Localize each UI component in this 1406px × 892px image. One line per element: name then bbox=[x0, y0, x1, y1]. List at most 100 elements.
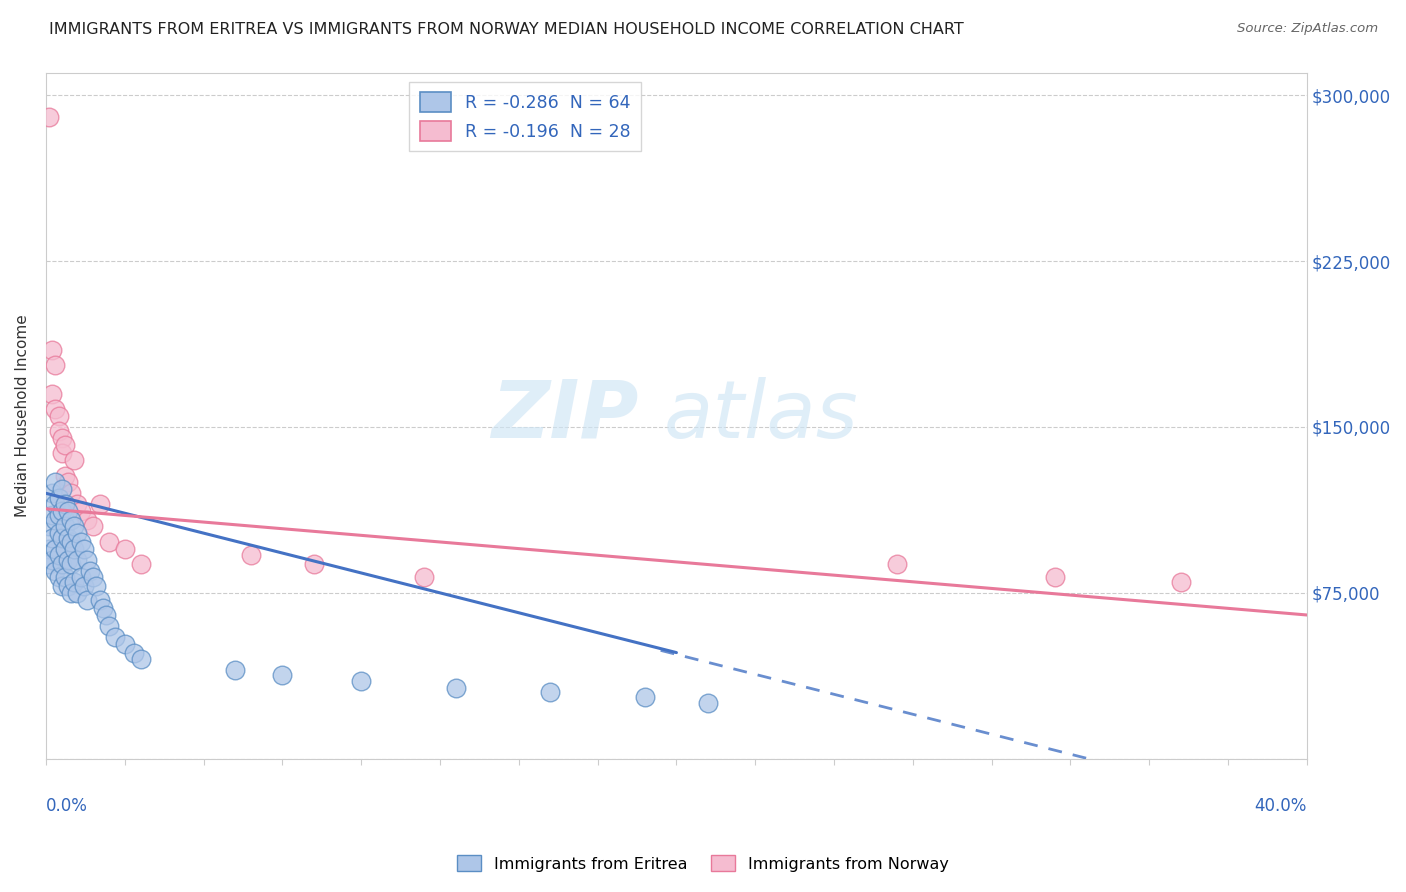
Point bbox=[41, 486, 63, 500]
Point bbox=[56, 552, 79, 566]
Point bbox=[98, 535, 121, 549]
Point bbox=[69, 535, 91, 549]
Legend: Immigrants from Eritrea, Immigrants from Norway: Immigrants from Eritrea, Immigrants from… bbox=[449, 847, 957, 880]
Point bbox=[98, 619, 121, 633]
Point bbox=[51, 446, 73, 460]
Point bbox=[41, 508, 63, 523]
Point bbox=[94, 607, 117, 622]
Point bbox=[73, 579, 96, 593]
Point bbox=[56, 531, 79, 545]
Point bbox=[79, 564, 101, 578]
Point bbox=[302, 557, 325, 571]
Point bbox=[697, 697, 720, 711]
Point bbox=[114, 637, 136, 651]
Point bbox=[53, 519, 76, 533]
Text: IMMIGRANTS FROM ERITREA VS IMMIGRANTS FROM NORWAY MEDIAN HOUSEHOLD INCOME CORREL: IMMIGRANTS FROM ERITREA VS IMMIGRANTS FR… bbox=[49, 22, 965, 37]
Point bbox=[1170, 574, 1192, 589]
Point bbox=[350, 674, 373, 689]
Text: 40.0%: 40.0% bbox=[1254, 797, 1308, 814]
Point bbox=[82, 570, 104, 584]
Point bbox=[63, 541, 86, 556]
Point bbox=[63, 574, 86, 589]
Point bbox=[48, 548, 70, 562]
Point bbox=[38, 519, 60, 533]
Point bbox=[63, 519, 86, 533]
Y-axis label: Median Household Income: Median Household Income bbox=[15, 315, 30, 517]
Point bbox=[89, 497, 111, 511]
Point bbox=[38, 557, 60, 571]
Point bbox=[634, 690, 657, 704]
Text: ZIP: ZIP bbox=[491, 377, 638, 455]
Point bbox=[129, 652, 152, 666]
Point bbox=[41, 531, 63, 545]
Point bbox=[53, 570, 76, 584]
Point bbox=[41, 343, 63, 357]
Point bbox=[66, 526, 89, 541]
Point bbox=[69, 504, 91, 518]
Legend: R = -0.286  N = 64, R = -0.196  N = 28: R = -0.286 N = 64, R = -0.196 N = 28 bbox=[409, 82, 641, 152]
Point bbox=[44, 513, 66, 527]
Point bbox=[51, 557, 73, 571]
Point bbox=[44, 475, 66, 490]
Point bbox=[82, 519, 104, 533]
Point bbox=[44, 402, 66, 417]
Point bbox=[122, 646, 145, 660]
Point bbox=[60, 486, 83, 500]
Point bbox=[66, 552, 89, 566]
Point bbox=[91, 601, 114, 615]
Point bbox=[76, 592, 98, 607]
Text: 0.0%: 0.0% bbox=[46, 797, 87, 814]
Point bbox=[56, 475, 79, 490]
Point bbox=[444, 681, 467, 695]
Point bbox=[271, 667, 294, 681]
Point bbox=[60, 557, 83, 571]
Text: Source: ZipAtlas.com: Source: ZipAtlas.com bbox=[1237, 22, 1378, 36]
Point bbox=[48, 526, 70, 541]
Point bbox=[38, 110, 60, 124]
Point bbox=[224, 663, 246, 677]
Point bbox=[51, 504, 73, 518]
Point bbox=[48, 570, 70, 584]
Point bbox=[239, 548, 262, 562]
Point bbox=[56, 579, 79, 593]
Point bbox=[538, 685, 561, 699]
Point bbox=[56, 504, 79, 518]
Point bbox=[76, 552, 98, 566]
Point bbox=[886, 557, 908, 571]
Text: atlas: atlas bbox=[664, 377, 859, 455]
Point bbox=[104, 630, 127, 644]
Point bbox=[53, 541, 76, 556]
Point bbox=[69, 570, 91, 584]
Point bbox=[86, 579, 108, 593]
Point bbox=[51, 579, 73, 593]
Point bbox=[44, 564, 66, 578]
Point bbox=[51, 431, 73, 445]
Point bbox=[66, 497, 89, 511]
Point bbox=[63, 453, 86, 467]
Point bbox=[76, 513, 98, 527]
Point bbox=[44, 541, 66, 556]
Point bbox=[53, 437, 76, 451]
Point bbox=[60, 586, 83, 600]
Point bbox=[114, 541, 136, 556]
Point bbox=[89, 592, 111, 607]
Point bbox=[60, 513, 83, 527]
Point bbox=[1043, 570, 1066, 584]
Point bbox=[44, 358, 66, 372]
Point bbox=[48, 508, 70, 523]
Point bbox=[73, 541, 96, 556]
Point bbox=[51, 531, 73, 545]
Point bbox=[48, 491, 70, 505]
Point bbox=[41, 386, 63, 401]
Point bbox=[48, 425, 70, 439]
Point bbox=[413, 570, 436, 584]
Point bbox=[53, 497, 76, 511]
Point bbox=[53, 468, 76, 483]
Point bbox=[38, 541, 60, 556]
Point bbox=[48, 409, 70, 423]
Point bbox=[66, 586, 89, 600]
Point bbox=[129, 557, 152, 571]
Point bbox=[51, 482, 73, 496]
Point bbox=[41, 552, 63, 566]
Point bbox=[60, 535, 83, 549]
